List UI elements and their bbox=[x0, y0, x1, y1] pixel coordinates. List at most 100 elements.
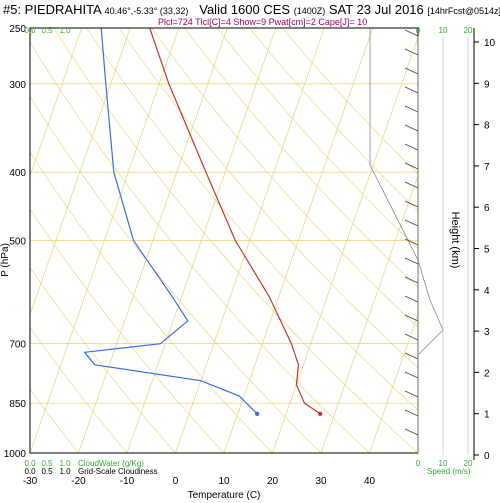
speed-tick-top: 10 bbox=[439, 26, 448, 35]
wind-barb bbox=[404, 143, 419, 151]
wind-barb bbox=[404, 352, 419, 360]
isotherm-line bbox=[369, 313, 418, 453]
temperature-tick-label: 20 bbox=[267, 476, 279, 487]
dry-adiabat bbox=[30, 208, 225, 453]
dry-adiabat bbox=[30, 41, 370, 453]
wind-barb bbox=[404, 390, 419, 398]
wind-barb bbox=[404, 200, 419, 208]
dry-adiabat bbox=[118, 28, 418, 369]
speed-tick-top: 0 bbox=[416, 26, 421, 35]
temperature-tick-label: 30 bbox=[315, 476, 327, 487]
height-axis-label: Height (km) bbox=[449, 212, 461, 269]
temperature-tick-label: 40 bbox=[364, 476, 376, 487]
forecast-run: [14hrFcst@0514z] bbox=[427, 6, 500, 16]
wind-barb bbox=[404, 48, 419, 56]
pressure-axis-label: P (hPa) bbox=[0, 243, 11, 277]
wind-barb bbox=[404, 238, 419, 246]
speed-scale: 0 0 10 10 20 20 bbox=[416, 26, 473, 468]
chart-title: #5: PIEDRAHITA 40.46°,-5.33° (33,32) Val… bbox=[3, 2, 500, 17]
cloudiness-tick: 0.5 bbox=[41, 467, 53, 476]
wind-barb bbox=[404, 29, 419, 37]
dry-adiabat bbox=[86, 28, 418, 411]
temperature-axis-label: Temperature (C) bbox=[188, 490, 261, 501]
utc-time: (1400Z) bbox=[293, 6, 326, 16]
sounding-series bbox=[83, 28, 323, 417]
wind-barb bbox=[404, 162, 419, 170]
temperature-axis: -30 -20 -10 0 10 20 30 40 bbox=[23, 476, 376, 487]
wind-barb bbox=[404, 428, 419, 436]
speed-tick: 10 bbox=[439, 459, 448, 468]
temperature-tick-label: 10 bbox=[218, 476, 230, 487]
wind-barb bbox=[404, 257, 419, 265]
pressure-tick-label: 250 bbox=[9, 24, 26, 35]
height-tick-label: 6 bbox=[484, 203, 490, 214]
speed-tick: 0 bbox=[416, 459, 421, 468]
wind-barb bbox=[404, 86, 419, 94]
pressure-tick-label: 700 bbox=[9, 340, 26, 351]
wind-barb bbox=[404, 276, 419, 284]
dry-adiabat bbox=[30, 327, 128, 453]
cloud-water-tick: 0.0 bbox=[24, 459, 36, 468]
dry-adiabat bbox=[249, 28, 418, 212]
dry-adiabat bbox=[30, 96, 322, 453]
pressure-tick-label: 400 bbox=[9, 168, 26, 179]
cloud-water-label: CloudWater (g/Kg) bbox=[78, 459, 144, 468]
pressure-tick-label: 500 bbox=[9, 237, 26, 248]
stability-indices: Plcl=724 Tlcl[C]=4 Show=9 Pwat[cm]=2 Cap… bbox=[158, 17, 368, 27]
cloud-water-tick: 0.5 bbox=[41, 459, 53, 468]
height-tick-label: 2 bbox=[484, 368, 490, 379]
height-tick-label: 8 bbox=[484, 121, 490, 132]
surface-dewpoint-point bbox=[254, 411, 260, 417]
wind-barb bbox=[404, 105, 419, 113]
cloudiness-tick: 1.0 bbox=[59, 467, 71, 476]
temperature-profile bbox=[149, 28, 321, 415]
cloud-water-tick-top: 1.0 bbox=[59, 26, 71, 35]
station-name: #5: PIEDRAHITA bbox=[3, 2, 102, 17]
height-axis: 0 1 2 3 4 5 6 7 8 9 10 bbox=[473, 28, 496, 462]
wind-barb bbox=[404, 295, 419, 303]
wind-barb bbox=[404, 67, 419, 75]
dewpoint-profile bbox=[83, 28, 258, 415]
cloud-scale: 0.00.00.00.50.50.51.01.01.0 bbox=[24, 26, 71, 476]
grid-cloudiness-label: Grid-Scale Cloudiness bbox=[78, 467, 158, 476]
dry-adiabat bbox=[30, 151, 273, 453]
pressure-tick-label: 850 bbox=[9, 399, 26, 410]
cloud-water-tick-top: 0.0 bbox=[24, 26, 36, 35]
wind-barb bbox=[404, 181, 419, 189]
dry-adiabat bbox=[30, 388, 79, 453]
temperature-tick-label: -30 bbox=[23, 476, 38, 487]
dry-adiabat bbox=[216, 28, 418, 250]
wind-barb bbox=[404, 314, 419, 322]
wind-barb bbox=[404, 371, 419, 379]
pressure-tick-label: 1000 bbox=[4, 449, 27, 460]
station-coords: 40.46°,-5.33° (33,32) bbox=[104, 6, 189, 16]
wind-barb bbox=[404, 124, 419, 132]
height-tick-label: 9 bbox=[484, 79, 490, 90]
cloud-water-tick-top: 0.5 bbox=[41, 26, 53, 35]
dry-adiabat bbox=[53, 28, 418, 453]
speed-tick-top: 20 bbox=[464, 26, 473, 35]
pressure-axis: 250 300 400 500 700 850 1000 bbox=[4, 24, 27, 460]
dry-adiabat bbox=[184, 28, 418, 288]
speed-tick: 20 bbox=[464, 459, 473, 468]
height-tick-label: 7 bbox=[484, 162, 490, 173]
wind-barb bbox=[404, 219, 419, 227]
dry-adiabat bbox=[30, 267, 176, 453]
pressure-tick-label: 300 bbox=[9, 80, 26, 91]
height-tick-label: 5 bbox=[484, 245, 490, 256]
height-tick-label: 1 bbox=[484, 410, 490, 421]
dry-adiabat bbox=[281, 28, 418, 175]
isotherm-grid bbox=[30, 28, 418, 453]
surface-temperature-point bbox=[317, 411, 323, 417]
cloudiness-tick: 0.0 bbox=[24, 467, 36, 476]
wind-barb bbox=[404, 409, 419, 417]
height-tick-label: 3 bbox=[484, 327, 490, 338]
temperature-tick-label: 0 bbox=[173, 476, 179, 487]
height-tick-label: 0 bbox=[484, 451, 490, 462]
temperature-tick-label: -20 bbox=[71, 476, 86, 487]
speed-axis-label: Speed (m/s) bbox=[427, 467, 471, 476]
wind-barb bbox=[404, 333, 419, 341]
temperature-tick-label: -10 bbox=[120, 476, 135, 487]
valid-time: Valid 1600 CES bbox=[199, 2, 291, 17]
